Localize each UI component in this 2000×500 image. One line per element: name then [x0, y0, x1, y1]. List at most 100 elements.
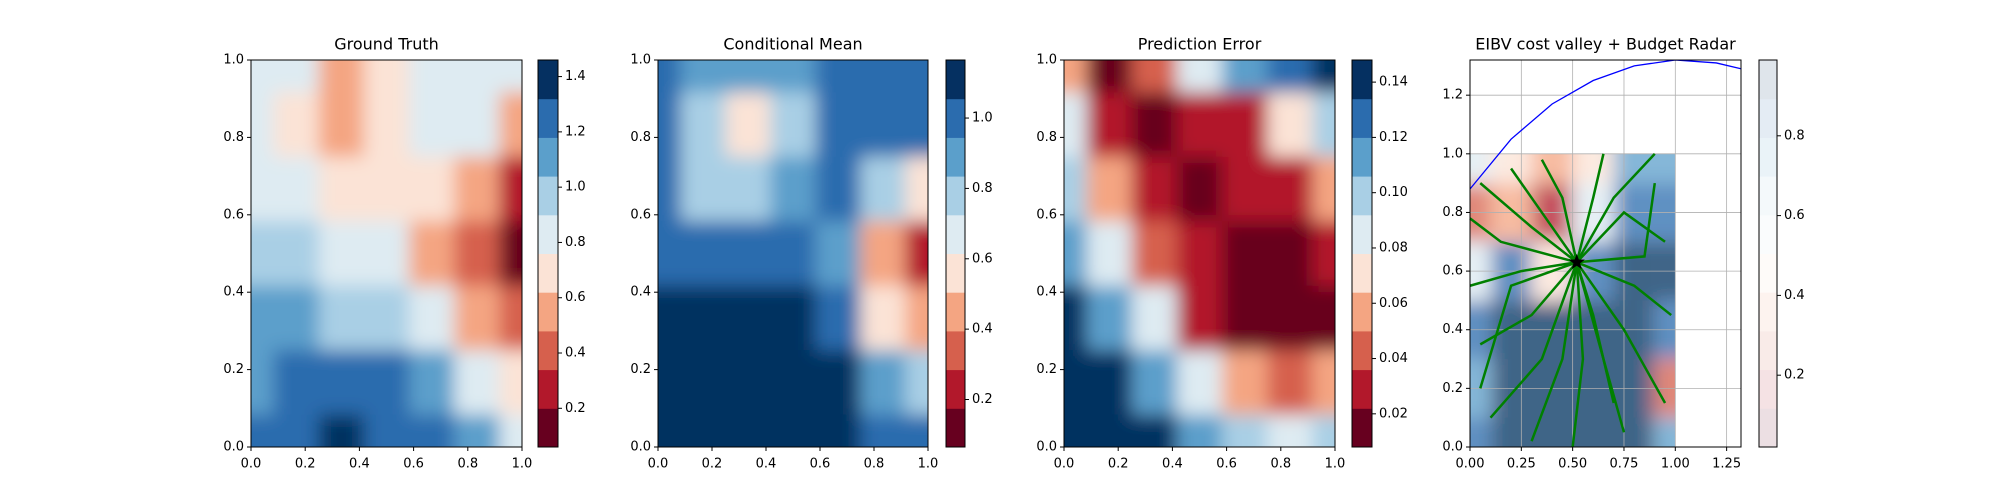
field-cell	[1176, 414, 1224, 447]
field-cell	[499, 221, 522, 287]
field-cell	[499, 350, 522, 416]
field-cell	[658, 92, 682, 158]
field-clip	[658, 60, 928, 447]
colorbar-frame	[945, 59, 966, 448]
colorbar-tick-label: 0.10	[1379, 185, 1408, 200]
axes-frame	[1469, 59, 1742, 448]
field-cell	[318, 92, 365, 158]
x-tick-label: 0.4	[756, 457, 777, 472]
field-cell	[725, 285, 772, 352]
colorbar-band	[946, 214, 965, 254]
field-cell	[1490, 417, 1533, 447]
field-cell	[1176, 285, 1224, 352]
x-tick-label: 0.50	[1558, 457, 1587, 472]
colorbar-band	[1352, 60, 1372, 100]
field-cell	[1312, 350, 1335, 416]
field-cell	[409, 60, 456, 94]
field-cell	[905, 60, 928, 94]
field-cell	[815, 221, 862, 287]
field-cell	[273, 92, 320, 158]
y-tick-label: 0.4	[1442, 322, 1463, 337]
field-cell	[905, 221, 928, 287]
colorbar-tick-label: 0.8	[565, 235, 586, 250]
chart-title: EIBV cost valley + Budget Radar	[1475, 35, 1736, 54]
field-cell	[770, 285, 817, 352]
chart-title: Conditional Mean	[723, 35, 862, 54]
field-cell	[815, 156, 862, 223]
field-cell	[318, 285, 365, 352]
field-cell	[1131, 414, 1178, 447]
field-cell	[409, 414, 456, 447]
field-cell	[409, 285, 456, 352]
colorbar-tick-label: 0.6	[1784, 208, 1805, 223]
y-tick-label: 0.2	[1036, 362, 1057, 377]
field-cell	[318, 156, 365, 223]
path-line	[1530, 262, 1578, 442]
field-cell	[251, 414, 275, 447]
y-tick-label: 1.0	[630, 53, 651, 68]
x-tick-label: 0.00	[1456, 457, 1485, 472]
colorbar	[1759, 60, 1777, 448]
field-cell	[409, 350, 456, 416]
field-cell	[363, 350, 411, 416]
field-cell	[273, 285, 320, 352]
path-line	[1479, 261, 1578, 389]
y-tick-label: 0.4	[223, 285, 244, 300]
y-tick-label: 0.0	[630, 440, 651, 455]
field-cell	[1222, 414, 1269, 447]
colorbar-tick-label: 0.6	[972, 251, 993, 266]
field-cell	[860, 285, 907, 352]
path-line	[1540, 159, 1578, 263]
field-cell	[815, 285, 862, 352]
field-cell	[658, 156, 682, 223]
field-cell	[1222, 156, 1269, 223]
colorbar-band	[538, 330, 558, 371]
colorbar-band	[1352, 176, 1372, 216]
field-cell	[1312, 60, 1335, 94]
field-cell	[1176, 350, 1224, 416]
colorbar-band	[1759, 214, 1777, 254]
field-cell	[1086, 285, 1133, 352]
colorbar-tick-label: 0.12	[1379, 130, 1408, 145]
path-line	[1576, 261, 1672, 317]
field-cell	[770, 60, 817, 94]
field-cell	[680, 350, 727, 416]
colorbar-tick-label: 0.8	[1784, 128, 1805, 143]
x-tick-label: 0.25	[1507, 457, 1536, 472]
field-cell	[318, 414, 365, 447]
field-cell	[499, 414, 522, 447]
field-cell	[1470, 359, 1492, 419]
field	[1064, 60, 1335, 447]
field-cell	[1222, 221, 1269, 287]
colorbar-band	[538, 176, 558, 216]
colorbar-band	[946, 98, 965, 138]
field-cell	[273, 414, 320, 447]
budget-arc	[1470, 60, 1741, 190]
field-clip	[1064, 60, 1335, 447]
path-line	[1571, 262, 1585, 448]
y-tick-label: 0.4	[1036, 285, 1057, 300]
field-cell	[1470, 241, 1492, 302]
field-cell	[409, 92, 456, 158]
field-cell	[1086, 92, 1133, 158]
field-cell	[1312, 414, 1335, 447]
field-cell	[1131, 285, 1178, 352]
field-cell	[1176, 60, 1224, 94]
field-cell	[1490, 183, 1533, 243]
colorbar-band	[538, 214, 558, 254]
field-cell	[318, 350, 365, 416]
field-cell	[1654, 300, 1676, 361]
field-cell	[454, 221, 501, 287]
colorbar-tick-label: 0.2	[972, 392, 993, 407]
field	[658, 60, 928, 447]
colorbar-band	[1759, 408, 1777, 448]
field-cell	[273, 221, 320, 287]
colorbar-band	[538, 292, 558, 332]
path-line	[1575, 261, 1615, 404]
field-cell	[363, 221, 411, 287]
field-cell	[1312, 156, 1335, 223]
colorbar-band	[1352, 369, 1372, 409]
field-cell	[1064, 221, 1088, 287]
colorbar-band	[1352, 253, 1372, 293]
field-cell	[251, 285, 275, 352]
